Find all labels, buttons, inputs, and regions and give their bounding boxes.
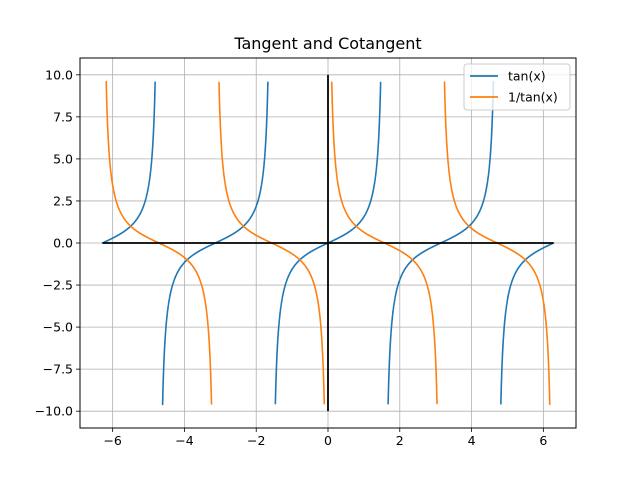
axis-ticks: −6 −4 −2 0 2 4 6 −10.0 −7.5 −5.0 −2.5 0.0 2.5 5.0 7.5 1…	[35, 67, 548, 448]
x-tick-label: 4	[468, 433, 476, 448]
legend: tan(x) 1/tan(x)	[463, 63, 571, 111]
x-tick-label: 0	[324, 433, 332, 448]
y-tick-label: 10.0	[45, 67, 73, 82]
y-tick-label: −5.0	[43, 320, 73, 335]
chart-title: Tangent and Cotangent	[233, 34, 421, 53]
x-tick-label: −6	[103, 433, 121, 448]
y-tick-label: 5.0	[53, 151, 73, 166]
y-tick-label: −10.0	[35, 404, 73, 419]
x-tick-label: −2	[247, 433, 265, 448]
y-tick-label: −2.5	[43, 278, 73, 293]
legend-label-cot: 1/tan(x)	[508, 90, 558, 105]
y-tick-label: 2.5	[53, 193, 73, 208]
legend-label-tan: tan(x)	[508, 69, 546, 84]
x-tick-label: 2	[396, 433, 404, 448]
y-tick-label: −7.5	[43, 362, 73, 377]
x-tick-label: −4	[175, 433, 193, 448]
x-tick-label: 6	[539, 433, 547, 448]
y-tick-label: 0.0	[53, 236, 73, 251]
y-tick-label: 7.5	[53, 109, 73, 124]
reference-axes	[102, 74, 554, 412]
